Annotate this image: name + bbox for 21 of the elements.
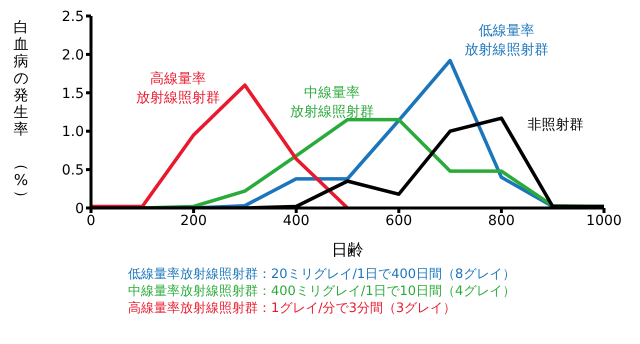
y-tick-label: 1.5 [62,86,84,102]
x-axis-title: 日齢 [330,240,364,261]
x-tick-label: 600 [385,212,412,229]
x-tick-label: 0 [86,212,96,229]
y-tick-label: 0.5 [62,162,84,179]
series-label: 低線量率放射線照射群 [464,22,549,60]
x-tick-label: 400 [282,212,310,229]
series-label: 中線量率放射線照射群 [290,84,374,122]
y-tick-label: 2.5 [62,8,84,25]
y-tick-label: 2.0 [62,47,84,64]
text: 中線量率放射線照射群：400ミリグレイ/1日で10日間（4グレイ） [128,283,516,300]
series-label: 高線量率放射線照射群 [136,70,220,108]
x-tick-label: 200 [180,212,207,229]
y-tick-label: 1.0 [62,124,84,140]
text: 低線量率放射線照射群：20ミリグレイ/1日で400日間（8グレイ） [128,266,516,283]
text: 高線量率放射線照射群：1グレイ/分で3分間（3グレイ） [128,300,458,317]
series-label: 非照射群 [527,116,584,135]
text: 白血病の発生率 （%） [12,18,30,204]
x-tick-label: 1000 [586,212,622,229]
y-tick-label: 0 [75,200,84,217]
x-tick-label: 800 [488,212,515,229]
